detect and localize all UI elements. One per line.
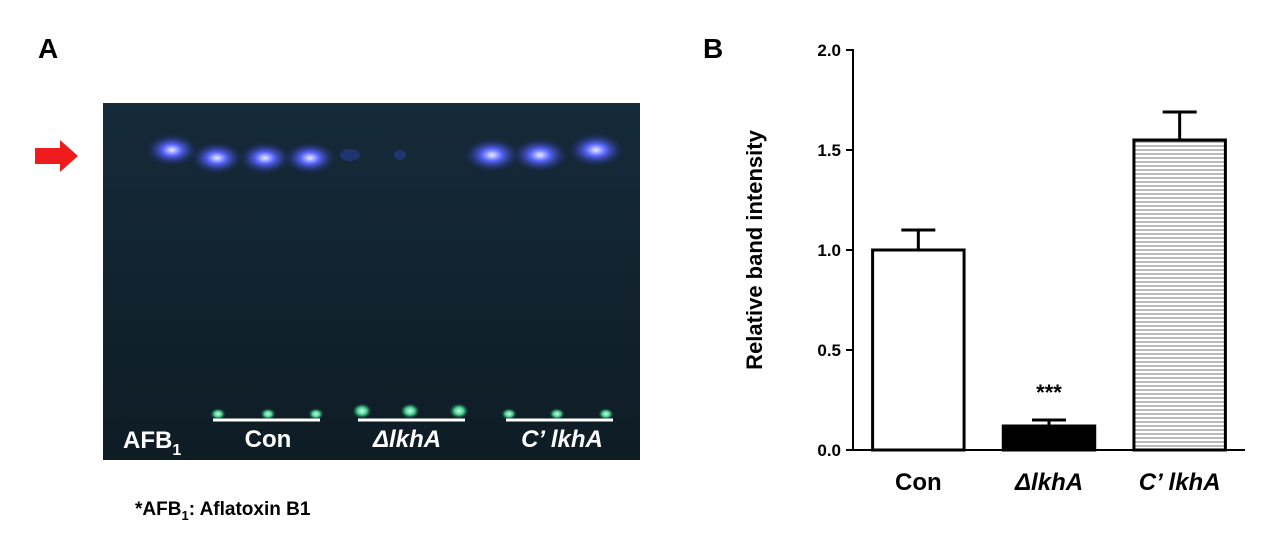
chart: 0.0 0.5 1.0 1.5 2.0 Con ΔlkhA C’ lkhA *** <box>817 41 1245 496</box>
afb-sub: 1 <box>172 442 181 459</box>
y-tick-label: 0.0 <box>817 441 841 460</box>
y-tick-label: 2.0 <box>817 41 841 60</box>
footnote-prefix: *AFB <box>135 499 181 520</box>
bar <box>871 248 966 452</box>
tlc-plate <box>103 103 640 460</box>
bar <box>1001 424 1097 452</box>
panel-letter: B <box>703 33 723 64</box>
bar <box>1132 138 1227 452</box>
lane-label: Con <box>245 426 292 453</box>
y-tick-label: 0.5 <box>817 341 841 360</box>
arrow <box>35 140 78 172</box>
x-tick-label: C’ lkhA <box>1139 469 1221 496</box>
annotation: *** <box>1036 380 1062 405</box>
x-tick-label: ΔlkhA <box>1014 469 1083 496</box>
x-tick-label: Con <box>895 469 942 496</box>
afb-text: AFB <box>123 427 172 454</box>
y-tick-label: 1.0 <box>817 241 841 260</box>
footnote-sub: 1 <box>181 508 188 523</box>
lane-label: C’ lkhA <box>521 426 603 453</box>
afb-label: AFB1 <box>123 427 181 459</box>
y-tick-label: 1.5 <box>817 141 841 160</box>
footnote: *AFB1: Aflatoxin B1 <box>135 499 311 523</box>
panel-letter: A <box>38 33 58 64</box>
y-axis-label: Relative band intensity <box>742 129 767 369</box>
lane-label: ΔlkhA <box>372 426 441 453</box>
footnote-suffix: : Aflatoxin B1 <box>189 499 311 520</box>
